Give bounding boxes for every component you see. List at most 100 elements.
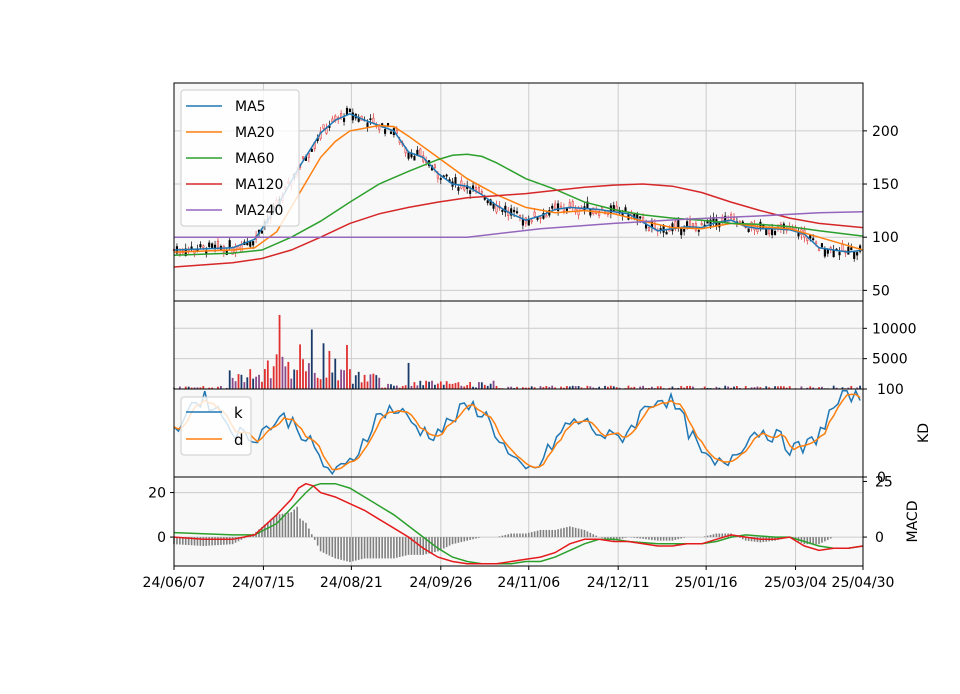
macd-hist-bar: [290, 512, 292, 537]
macd-hist-bar: [334, 537, 336, 558]
candle-body: [771, 229, 773, 235]
volume-bar: [490, 384, 492, 389]
macd-hist-bar: [405, 537, 407, 556]
macd-hist-bar: [399, 537, 401, 557]
candle-body: [669, 230, 671, 231]
macd-hist-bar: [434, 537, 436, 552]
candle-body: [332, 119, 334, 122]
candle-body: [352, 113, 354, 120]
macd-hist-bar: [818, 537, 820, 544]
candle-body: [537, 218, 539, 220]
macd-hist-bar: [455, 537, 457, 543]
candle-body: [639, 217, 641, 218]
legend-label-ma120: MA120: [235, 177, 283, 193]
volume-bar: [302, 359, 304, 389]
volume-bar: [493, 381, 495, 389]
volume-bar: [349, 369, 351, 389]
volume-bar: [428, 382, 430, 389]
macd-hist-bar: [821, 537, 823, 543]
macd-hist-bar: [340, 537, 342, 560]
volume-bar: [317, 378, 319, 389]
candle-body: [481, 191, 483, 193]
macd-hist-bar: [358, 537, 360, 560]
macd-hist-bar: [704, 536, 706, 537]
macd-hist-bar: [672, 537, 674, 541]
macd-hist-bar: [584, 530, 586, 537]
macd-left-tick-label: 20: [148, 486, 166, 502]
volume-bar: [358, 372, 360, 389]
volume-bar: [419, 381, 421, 389]
x-tick-label: 24/07/15: [232, 575, 295, 591]
volume-bar: [434, 385, 436, 389]
candle-body: [414, 156, 416, 160]
volume-bar: [279, 315, 281, 389]
macd-hist-bar: [270, 520, 272, 537]
macd-hist-bar: [595, 536, 597, 537]
macd-hist-bar: [355, 537, 357, 560]
macd-hist-bar: [519, 534, 521, 538]
volume-bar: [252, 379, 254, 389]
volume-bar: [261, 382, 263, 389]
macd-hist-bar: [364, 537, 366, 558]
macd-hist-bar: [622, 537, 624, 538]
macd-hist-bar: [326, 537, 328, 554]
candle-body: [809, 235, 811, 238]
candle-body: [373, 118, 375, 123]
x-tick-label: 25/04/30: [832, 575, 895, 591]
volume-bar: [229, 370, 231, 389]
macd-hist-bar: [387, 537, 389, 558]
macd-hist-bar: [475, 537, 477, 538]
candle-body: [496, 206, 498, 212]
macd-hist-bar: [417, 537, 419, 555]
macd-hist-bar: [314, 537, 316, 540]
macd-hist-bar: [546, 530, 548, 537]
candle-body: [821, 243, 823, 247]
volume-bar: [255, 377, 257, 389]
volume-bar: [484, 385, 486, 389]
candle-body: [660, 228, 662, 229]
macd-hist-bar: [226, 537, 228, 544]
volume-y-tick-label: 10000: [872, 321, 917, 337]
candle-body: [434, 165, 436, 168]
candle-body: [211, 244, 213, 248]
volume-bar: [361, 382, 363, 389]
macd-hist-bar: [639, 537, 641, 538]
candle-body: [475, 187, 477, 190]
candle-body: [692, 224, 694, 226]
macd-hist-bar: [713, 534, 715, 537]
candle-body: [370, 119, 372, 120]
macd-hist-bar: [203, 537, 205, 546]
macd-hist-bar: [827, 537, 829, 540]
kd-y-tick-label: 100: [877, 382, 904, 398]
macd-hist-bar: [384, 537, 386, 558]
macd-hist-bar: [370, 537, 372, 558]
volume-bar: [273, 366, 275, 389]
macd-hist-bar: [634, 537, 636, 538]
candle-body: [214, 245, 216, 248]
macd-hist-bar: [587, 531, 589, 537]
volume-bar: [405, 385, 407, 389]
macd-hist-bar: [422, 537, 424, 555]
x-tick-label: 24/12/11: [587, 575, 650, 591]
volume-bar: [241, 375, 243, 389]
macd-hist-bar: [349, 537, 351, 562]
macd-hist-bar: [572, 527, 574, 537]
candle-body: [343, 118, 345, 121]
candle-body: [757, 229, 759, 231]
kd-axis-label: KD: [916, 423, 932, 443]
macd-hist-bar: [645, 537, 647, 539]
macd-right-tick-label: 0: [875, 530, 884, 546]
macd-hist-bar: [604, 537, 606, 538]
macd-hist-bar: [229, 537, 231, 544]
candle-body: [446, 175, 448, 176]
candle-body: [733, 218, 735, 220]
macd-hist-bar: [537, 531, 539, 537]
volume-bar: [320, 379, 322, 389]
macd-hist-bar: [205, 537, 207, 546]
candle-body: [677, 220, 679, 227]
macd-hist-bar: [651, 537, 653, 540]
candle-body: [625, 208, 627, 212]
macd-hist-bar: [510, 534, 512, 538]
legend-label-d: d: [234, 431, 244, 449]
macd-hist-bar: [739, 537, 741, 538]
